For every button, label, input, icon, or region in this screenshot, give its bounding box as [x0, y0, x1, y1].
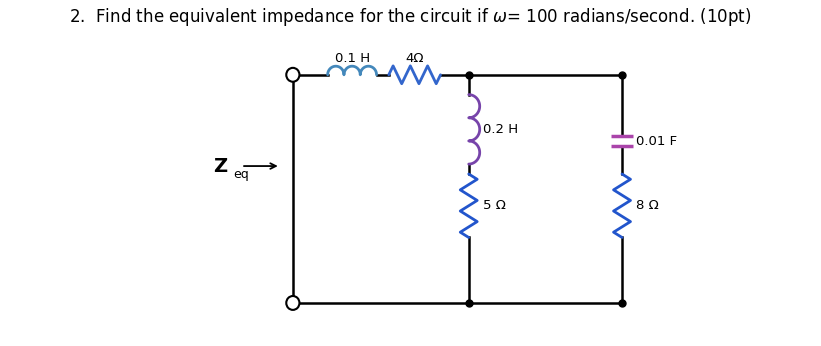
Text: 5 Ω: 5 Ω: [483, 199, 506, 212]
Text: 0.2 H: 0.2 H: [483, 123, 518, 136]
Circle shape: [287, 68, 300, 82]
Text: eq: eq: [234, 169, 250, 182]
Text: 4Ω: 4Ω: [406, 52, 424, 65]
Circle shape: [287, 296, 300, 310]
Text: 0.1 H: 0.1 H: [334, 52, 369, 65]
Text: 0.01 F: 0.01 F: [636, 135, 677, 148]
Text: $\mathbf{Z}$: $\mathbf{Z}$: [213, 156, 228, 175]
Text: 2.  Find the equivalent impedance for the circuit if $\omega$= 100 radians/secon: 2. Find the equivalent impedance for the…: [69, 6, 751, 28]
Text: 8 Ω: 8 Ω: [636, 199, 659, 212]
